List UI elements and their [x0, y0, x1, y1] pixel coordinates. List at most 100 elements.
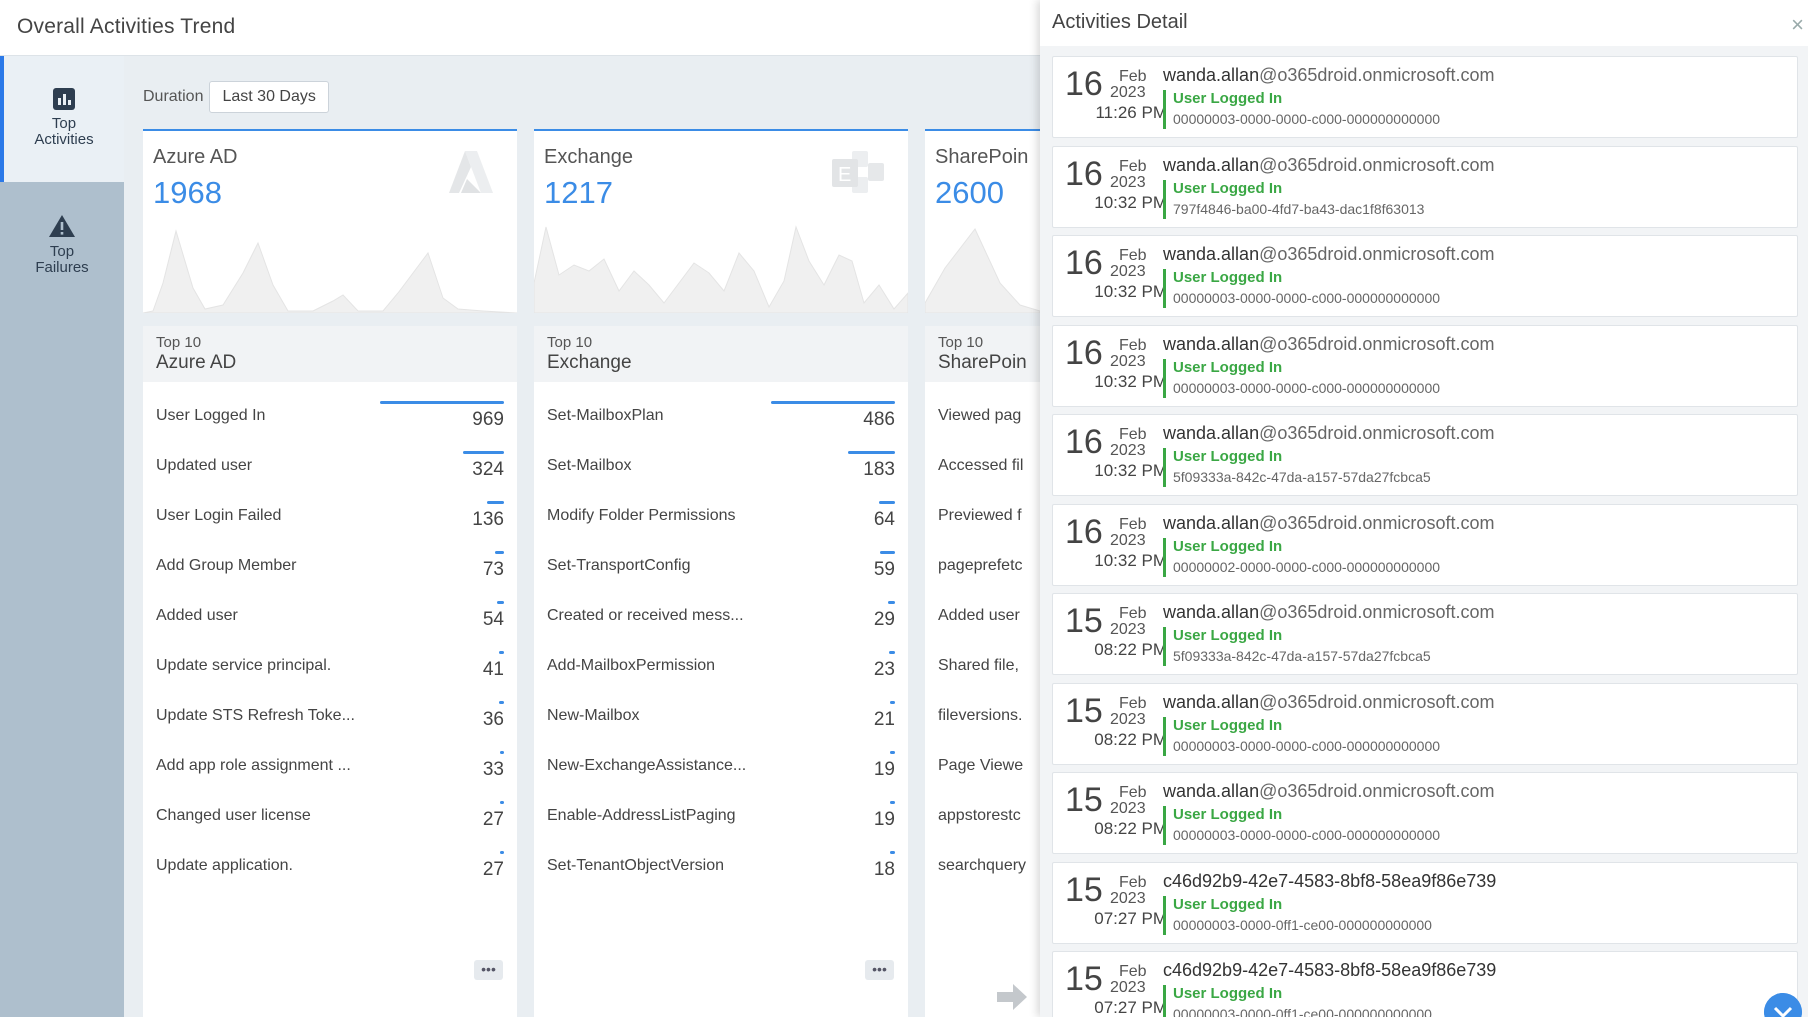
entry-detail: User Logged In 5f09333a-842c-47da-a157-57…	[1163, 448, 1431, 487]
entry-domain: @o365droid.onmicrosoft.com	[1259, 691, 1495, 712]
activity-count: 29	[873, 609, 895, 630]
entry-month: Feb	[1119, 68, 1147, 85]
activity-bar	[500, 751, 504, 754]
activity-count: 486	[863, 409, 895, 430]
entry-object-id: 00000003-0000-0000-c000-000000000000	[1173, 111, 1441, 127]
sharepoint-sparkline	[925, 228, 1040, 313]
activity-bar	[380, 401, 504, 404]
entry-user: wanda.allan@o365droid.onmicrosoft.com	[1163, 781, 1494, 802]
card-count: 2600	[935, 175, 1004, 210]
activity-label: Update application.	[156, 857, 293, 874]
workload-card-azure-ad[interactable]: Azure AD 1968	[143, 129, 517, 313]
top10-row[interactable]: New-Mailbox 21	[534, 691, 908, 741]
entry-month: Feb	[1119, 784, 1147, 801]
top10-row[interactable]: Added user 54	[143, 591, 517, 641]
workload-card-exchange[interactable]: Exchange 1217 E	[534, 129, 908, 313]
entry-domain: @o365droid.onmicrosoft.com	[1259, 423, 1495, 443]
nav-item-top-activities[interactable]: Top Activities	[0, 56, 124, 182]
duration-select[interactable]: Last 30 Days	[209, 81, 329, 113]
card-name: SharePoin	[935, 146, 1029, 168]
entry-username: wanda.allan	[1163, 781, 1260, 801]
close-icon[interactable]: ×	[1791, 12, 1804, 37]
top10-row[interactable]: Add-MailboxPermission 23	[534, 641, 908, 691]
activity-entry[interactable]: 16 Feb 2023 10:32 PM wanda.allan@o365droid.o…	[1052, 235, 1798, 317]
next-arrow-icon[interactable]	[997, 984, 1027, 1010]
duration-filter: Duration Last 30 Days	[143, 81, 329, 113]
top10-row[interactable]: User Login Failed 136	[143, 491, 517, 541]
entry-day: 15	[1065, 602, 1103, 640]
top10-row[interactable]: searchquery	[925, 841, 1040, 891]
top10-row[interactable]: Set-TransportConfig 59	[534, 541, 908, 591]
panel-header: Activities Detail ×	[1040, 0, 1808, 46]
activity-label: Created or received mess...	[547, 607, 744, 624]
top10-row[interactable]: Update application. 27	[143, 841, 517, 891]
more-button[interactable]: •••	[865, 960, 894, 980]
top10-row[interactable]: Updated user 324	[143, 441, 517, 491]
activity-entry[interactable]: 16 Feb 2023 10:32 PM wanda.allan@o365droid.o…	[1052, 414, 1798, 496]
top10-row[interactable]: Shared file,	[925, 641, 1040, 691]
nav-item-top-failures[interactable]: Top Failures	[0, 214, 124, 276]
activity-entry[interactable]: 15 Feb 2023 07:27 PM c46d92b9-42e7-4583-8bf8…	[1052, 951, 1798, 1017]
top10-row[interactable]: Set-TenantObjectVersion 18	[534, 841, 908, 891]
entry-detail: User Logged In 5f09333a-842c-47da-a157-57…	[1163, 627, 1431, 666]
activity-entry[interactable]: 16 Feb 2023 11:26 PM wanda.allan@o365droid.o…	[1052, 56, 1798, 138]
top10-row[interactable]: Set-Mailbox 183	[534, 441, 908, 491]
scroll-down-icon[interactable]	[1764, 993, 1802, 1017]
top10-row[interactable]: User Logged In 969	[143, 391, 517, 441]
workload-card-sharepoint[interactable]: SharePoin 2600	[925, 129, 1040, 313]
activity-bar	[497, 601, 504, 604]
activity-count: 23	[873, 659, 895, 680]
top10-row[interactable]: Set-MailboxPlan 486	[534, 391, 908, 441]
top10-heading: Top 10	[156, 334, 202, 351]
entry-month: Feb	[1119, 694, 1147, 712]
entry-object-id: 00000003-0000-0000-c000-000000000000	[1173, 827, 1441, 843]
more-button[interactable]: •••	[474, 960, 503, 980]
svg-text:E: E	[838, 164, 851, 186]
top10-row[interactable]: Enable-AddressListPaging 19	[534, 791, 908, 841]
top10-row[interactable]: appstorestc	[925, 791, 1040, 841]
entry-detail: User Logged In 00000003-0000-0000-c000-00…	[1163, 716, 1440, 756]
activity-entry[interactable]: 15 Feb 2023 07:27 PM c46d92b9-42e7-4583-8bf8…	[1052, 861, 1798, 944]
activity-label: Changed user license	[156, 807, 311, 824]
activity-entry[interactable]: 16 Feb 2023 10:32 PM wanda.allan@o365droid.o…	[1052, 324, 1798, 407]
top10-row[interactable]: Update service principal. 41	[143, 641, 517, 691]
activity-entry[interactable]: 15 Feb 2023 08:22 PM wanda.allan@o365droid.o…	[1052, 593, 1798, 675]
entry-username: wanda.allan	[1163, 423, 1260, 443]
top10-row[interactable]: Created or received mess... 29	[534, 591, 908, 641]
top10-row[interactable]: Add Group Member 73	[143, 541, 517, 591]
entry-user: wanda.allan@o365droid.onmicrosoft.com	[1163, 65, 1494, 86]
activity-bar	[463, 451, 504, 454]
entry-year: 2023	[1110, 173, 1146, 191]
activity-label: Previewed f	[938, 507, 1022, 524]
top10-row[interactable]: fileversions.	[925, 691, 1040, 741]
top10-row[interactable]: Previewed f	[925, 491, 1040, 541]
top10-azure-ad: Top 10 Azure AD User Logged In 969 Updated…	[143, 326, 517, 1017]
activity-bar	[487, 501, 504, 504]
top10-row[interactable]: Page Viewe	[925, 741, 1040, 791]
activity-entry[interactable]: 15 Feb 2023 08:22 PM wanda.allan@o365droid.o…	[1052, 682, 1798, 765]
top10-row[interactable]: New-ExchangeAssistance... 19	[534, 741, 908, 791]
top10-row[interactable]: Added user	[925, 591, 1040, 641]
top10-row[interactable]: Changed user license 27	[143, 791, 517, 841]
top10-row[interactable]: pageprefetc	[925, 541, 1040, 591]
activity-label: Added user	[156, 607, 238, 624]
entry-activity: User Logged In	[1173, 716, 1283, 734]
top10-row[interactable]: Viewed pag	[925, 391, 1040, 441]
entry-object-id: 00000003-0000-0ff1-ce00-000000000000	[1173, 916, 1432, 933]
top10-row[interactable]: Modify Folder Permissions 64	[534, 491, 908, 541]
top10-row[interactable]: Accessed fil	[925, 441, 1040, 491]
top10-row[interactable]: Add app role assignment ... 33	[143, 741, 517, 791]
entry-domain: @o365droid.onmicrosoft.com	[1259, 781, 1495, 801]
activity-entry[interactable]: 15 Feb 2023 08:22 PM wanda.allan@o365droid.o…	[1052, 772, 1798, 854]
entry-username: c46d92b9-42e7-4583-8bf8-58ea9f86e739	[1163, 960, 1497, 980]
entry-user: wanda.allan@o365droid.onmicrosoft.com	[1163, 334, 1494, 355]
activity-bar	[890, 801, 895, 804]
page-header: Overall Activities Trend	[0, 0, 1040, 56]
top10-row[interactable]: Update STS Refresh Toke... 36	[143, 691, 517, 741]
activity-label: User Login Failed	[156, 507, 282, 524]
activity-label: Set-TenantObjectVersion	[547, 857, 724, 874]
activity-count: 36	[482, 709, 504, 730]
activity-entry[interactable]: 16 Feb 2023 10:32 PM wanda.allan@o365droid.o…	[1052, 503, 1798, 586]
activity-entry[interactable]: 16 Feb 2023 10:32 PM wanda.allan@o365droid.o…	[1052, 145, 1798, 228]
entry-day: 16	[1065, 244, 1103, 282]
